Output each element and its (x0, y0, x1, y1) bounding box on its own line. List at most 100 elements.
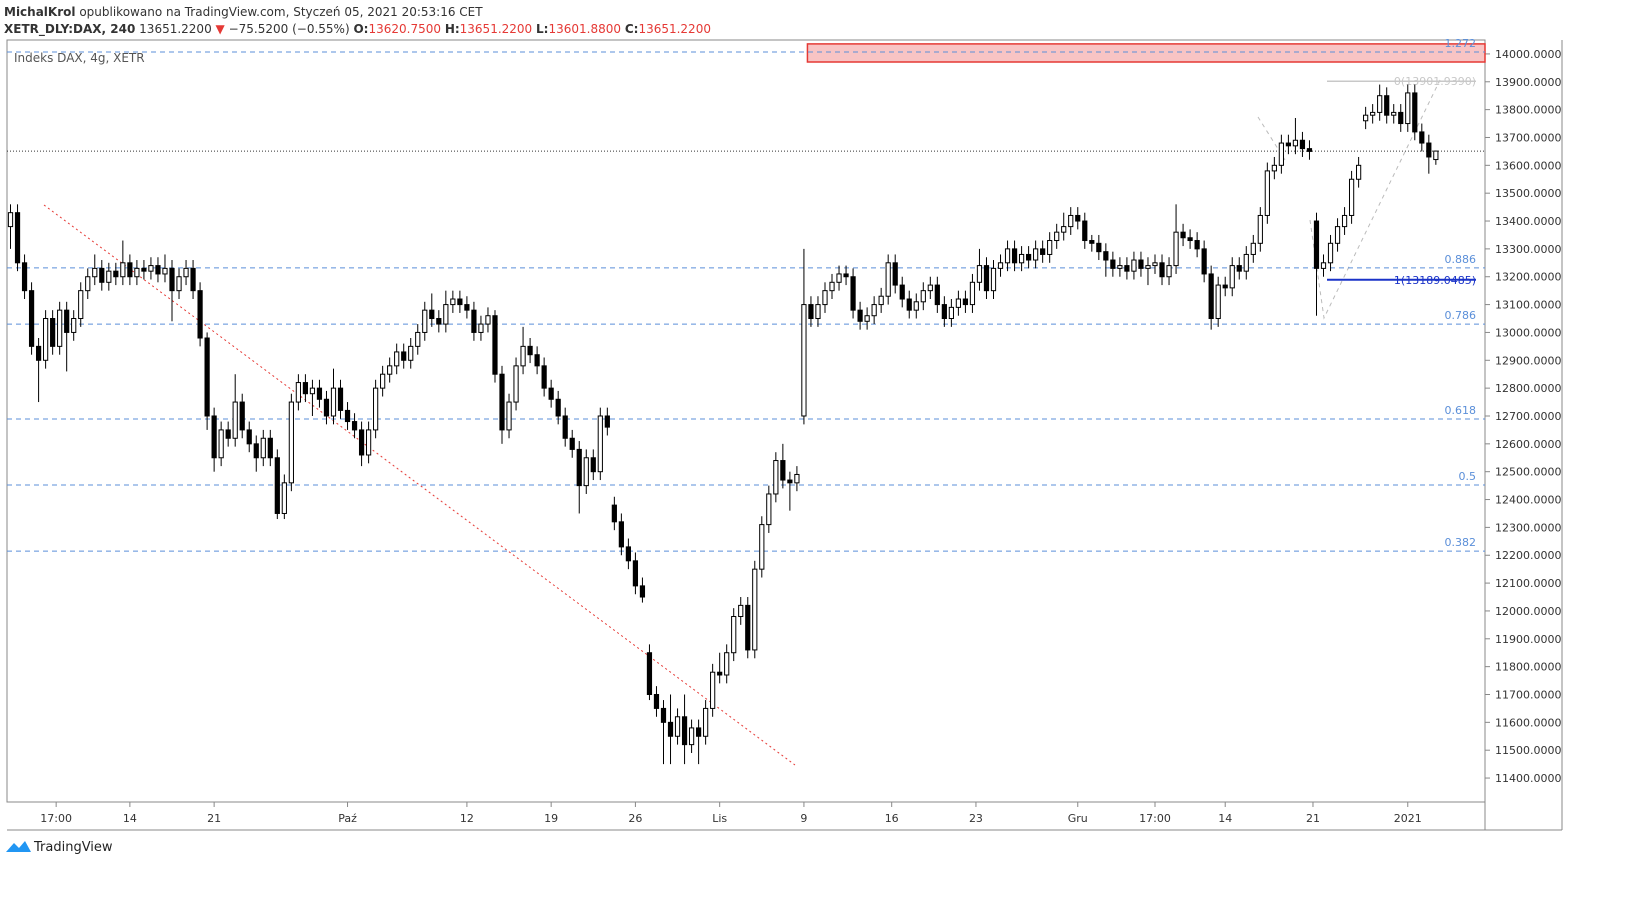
candle-body (948, 306, 954, 320)
candle-body (127, 262, 133, 278)
candle-body (281, 482, 287, 514)
candle-body (1363, 114, 1369, 122)
candle-body (1047, 240, 1053, 255)
candle-body (695, 727, 702, 737)
y-tick-label: 13600.0000 (1495, 159, 1561, 172)
candle-body (724, 652, 730, 676)
candle-body (1103, 251, 1109, 261)
x-tick-label: 21 (207, 812, 221, 825)
candle-body (485, 315, 491, 325)
candle-body (1433, 150, 1439, 161)
candle-body (351, 421, 358, 431)
candle-body (1285, 142, 1292, 147)
candle-body (1398, 111, 1404, 125)
candle-body (429, 309, 435, 320)
candle-body (1096, 242, 1102, 253)
candle-body (1299, 139, 1306, 150)
o-label: O: (353, 22, 368, 36)
y-tick-label: 12000.0000 (1495, 605, 1561, 618)
author: MichalKrol (4, 5, 76, 19)
y-tick-label: 11900.0000 (1495, 633, 1561, 646)
y-tick-label: 13200.0000 (1495, 271, 1561, 284)
candle-body (415, 331, 421, 347)
candle-body (983, 265, 990, 292)
candle-body (443, 304, 449, 325)
candle-body (99, 267, 105, 283)
symbol: XETR_DLY:DAX, 240 (4, 22, 135, 37)
candle-body (225, 429, 231, 439)
candle-body (1250, 242, 1256, 255)
candle-body (113, 270, 119, 278)
y-tick-label: 12800.0000 (1495, 382, 1561, 395)
y-tick-label: 11500.0000 (1495, 744, 1561, 757)
candle-body (899, 284, 905, 300)
candle-body (1138, 259, 1144, 269)
candle-body (43, 318, 49, 361)
x-tick-label: 14 (1218, 812, 1232, 825)
candle-body (499, 373, 505, 431)
candle-body (232, 401, 238, 439)
candle-body (1011, 248, 1018, 264)
x-tick-label: 23 (969, 812, 983, 825)
candle-body (204, 337, 210, 417)
candle-body (162, 267, 168, 275)
candle-body (653, 693, 660, 709)
candle-body (260, 437, 266, 459)
candle-body (1292, 139, 1299, 147)
candle-body (541, 365, 547, 389)
x-tick-label: Gru (1068, 812, 1088, 825)
candle-body (1033, 248, 1039, 261)
candle-body (21, 262, 28, 292)
fib-label: 0.5 (1459, 470, 1477, 483)
x-tick-label: 21 (1306, 812, 1320, 825)
candle-body (330, 387, 337, 417)
y-tick-label: 11800.0000 (1495, 661, 1561, 674)
candle-body (71, 318, 77, 333)
candle-body (794, 473, 800, 484)
candle-body (646, 652, 653, 695)
candle-body (759, 524, 765, 570)
candle-body (731, 616, 737, 654)
y-tick-label: 12200.0000 (1495, 549, 1561, 562)
c-label: C: (625, 22, 639, 36)
candle-body (1405, 92, 1411, 125)
candle-body (7, 212, 14, 228)
candle-body (520, 345, 526, 367)
candle-body (1201, 248, 1207, 275)
footer-brand: TradingView (33, 840, 113, 855)
x-tick-label: 14 (123, 812, 137, 825)
y-tick-label: 12500.0000 (1495, 466, 1561, 479)
plot-frame (6, 39, 1486, 803)
candle-body (309, 387, 316, 395)
candle-body (773, 460, 779, 495)
change: −75.5200 (−0.55%) (229, 22, 350, 36)
candle-body (288, 401, 294, 484)
candle-body (1026, 253, 1032, 261)
y-tick-label: 13000.0000 (1495, 326, 1561, 339)
candle-body (822, 290, 828, 306)
y-tick-label: 12100.0000 (1495, 577, 1561, 590)
y-tick-label: 13900.0000 (1495, 76, 1561, 89)
candle-body (1334, 226, 1341, 244)
fib-anchor-label: 1(13189.0485) (1394, 274, 1476, 287)
x-tick-label: 9 (800, 812, 807, 825)
h-label: H: (445, 22, 460, 36)
candle-body (1166, 265, 1172, 278)
candle-body (815, 304, 821, 320)
x-tick-label: Paź (338, 812, 357, 825)
x-tick-label: 17:00 (40, 812, 72, 825)
candle-body (1040, 248, 1046, 255)
candle-body (969, 281, 976, 306)
zone (806, 43, 1486, 63)
fib-label: 1.272 (1445, 37, 1477, 50)
candle-body (478, 323, 484, 333)
candle-body (660, 707, 667, 723)
candle-body (583, 457, 589, 487)
y-tick-label: 13500.0000 (1495, 187, 1561, 200)
candle-body (1152, 262, 1158, 267)
candle-body (871, 304, 877, 317)
y-tick-label: 11400.0000 (1495, 772, 1561, 785)
candle-body (618, 521, 624, 548)
candle-body (703, 707, 709, 737)
